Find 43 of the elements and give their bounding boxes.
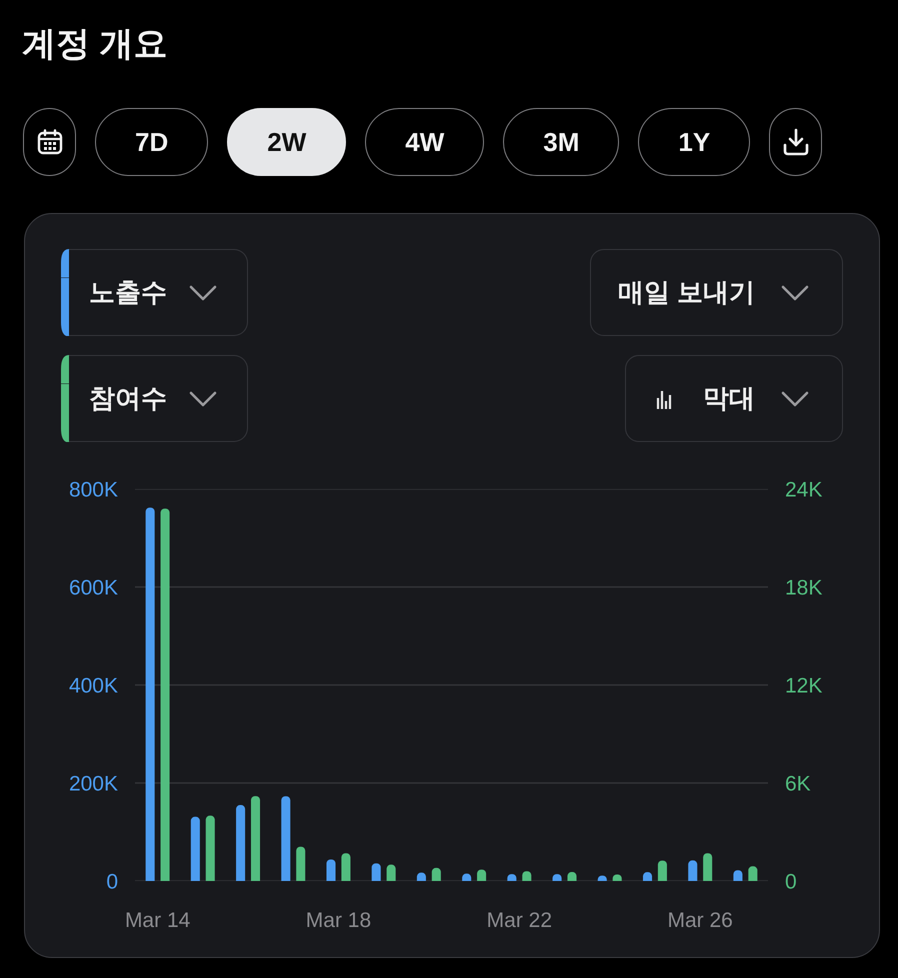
y2-tick-label: 12K — [785, 674, 822, 698]
legend-label: 노출수 — [89, 276, 167, 309]
x-tick-label: Mar 26 — [668, 909, 733, 932]
y2-tick-label: 24K — [785, 478, 822, 502]
chart-type-dropdown: 막대 — [625, 355, 843, 442]
bar — [236, 805, 246, 881]
export-dropdown: 매일 보내기 — [590, 249, 843, 336]
bar — [432, 868, 441, 881]
x-tick-label: Mar 22 — [486, 909, 552, 932]
period-button: 7D — [95, 108, 208, 176]
bar — [146, 508, 155, 881]
period-button: 4W — [365, 108, 484, 176]
legend-dropdown: 참여수 — [69, 355, 248, 442]
chart-title: 계정 개요 — [22, 24, 168, 65]
bar — [372, 863, 381, 881]
y2-tick-label: 18K — [785, 576, 822, 600]
y2-tick-label: 0 — [785, 870, 797, 894]
y-tick-label: 600K — [68, 576, 118, 600]
y-tick-label: 800K — [68, 478, 118, 502]
y-tick-label: 400K — [68, 674, 118, 698]
period-button: 1Y — [638, 108, 750, 176]
bar — [326, 859, 336, 881]
y-tick-label: 0 — [106, 870, 118, 894]
y-tick-label: 200K — [68, 772, 118, 796]
period-button: 3M — [503, 108, 620, 176]
bar — [386, 864, 396, 881]
bar — [206, 816, 215, 881]
legend-label: 참여수 — [89, 382, 167, 415]
bar — [658, 860, 667, 881]
bar — [748, 866, 758, 881]
y2-tick-label: 6K — [785, 772, 811, 796]
x-tick-label: Mar 14 — [124, 909, 191, 932]
bar — [190, 816, 200, 881]
bar — [688, 860, 698, 881]
bar — [296, 846, 306, 881]
bar — [160, 508, 170, 881]
period-button: 2W — [227, 108, 346, 176]
bar — [250, 796, 260, 881]
legend-dropdown: 노출수 — [69, 249, 248, 336]
bar — [703, 853, 712, 881]
x-tick-label: Mar 18 — [306, 909, 372, 932]
bar — [281, 796, 290, 881]
bar — [341, 853, 350, 881]
